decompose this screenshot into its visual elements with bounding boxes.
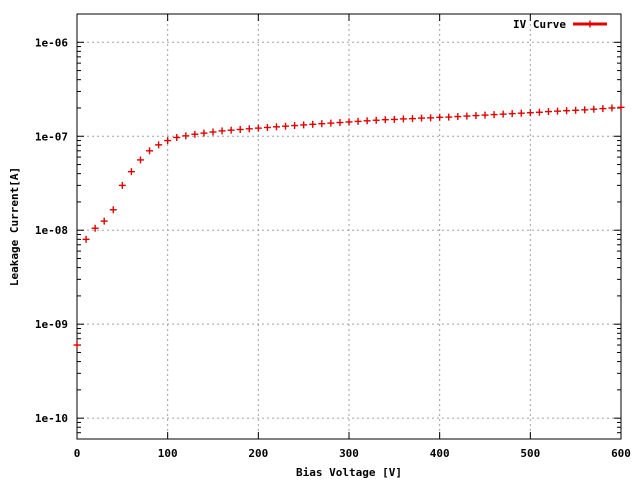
x-tick-labels: 0 100 200 300 400 500 600 xyxy=(74,447,631,460)
data-point xyxy=(563,107,571,115)
data-point xyxy=(73,341,81,349)
y-axis-title: Leakage Current[A] xyxy=(8,167,21,286)
data-point xyxy=(526,109,534,117)
legend: IV Curve xyxy=(513,18,607,31)
data-point xyxy=(345,118,353,126)
data-point xyxy=(336,119,344,127)
data-point xyxy=(599,105,607,113)
data-point xyxy=(263,123,271,131)
x-tick-label: 600 xyxy=(611,447,631,460)
data-point xyxy=(508,110,516,118)
x-tick-label: 200 xyxy=(248,447,268,460)
x-axis-title: Bias Voltage [V] xyxy=(296,466,402,479)
x-tick-label: 0 xyxy=(74,447,81,460)
data-point xyxy=(272,123,280,131)
data-point xyxy=(227,126,235,134)
data-point xyxy=(236,125,244,133)
data-point xyxy=(608,104,616,112)
data-point xyxy=(182,132,190,140)
data-point xyxy=(245,125,253,133)
data-point xyxy=(91,224,99,232)
data-point xyxy=(418,114,426,122)
data-point xyxy=(499,110,507,118)
data-point xyxy=(372,116,380,124)
data-point xyxy=(118,181,126,189)
data-point xyxy=(218,127,226,135)
data-point xyxy=(363,117,371,125)
data-point xyxy=(554,107,562,115)
data-point xyxy=(408,115,416,123)
grid-lines xyxy=(77,14,621,439)
data-point xyxy=(282,122,290,130)
y-tick-labels: 1e-10 1e-09 1e-08 1e-07 1e-06 xyxy=(35,36,68,425)
data-point xyxy=(390,115,398,123)
data-point xyxy=(481,111,489,119)
data-point xyxy=(590,105,598,113)
y-tick-label: 1e-09 xyxy=(35,318,68,331)
data-point xyxy=(309,120,317,128)
x-tick-label: 500 xyxy=(520,447,540,460)
y-tick-label: 1e-06 xyxy=(35,36,68,49)
data-point xyxy=(173,133,181,141)
data-point xyxy=(164,137,172,145)
y-tick-label: 1e-08 xyxy=(35,224,68,237)
data-point xyxy=(427,114,435,122)
data-points xyxy=(73,103,625,349)
data-point xyxy=(318,120,326,128)
data-point xyxy=(200,129,208,137)
y-tick-label: 1e-10 xyxy=(35,412,68,425)
data-point xyxy=(127,168,135,176)
data-point xyxy=(300,121,308,129)
data-point xyxy=(191,130,199,138)
legend-marker xyxy=(586,20,594,28)
data-point xyxy=(572,106,580,114)
data-point xyxy=(436,113,444,121)
data-point xyxy=(463,112,471,120)
y-tick-label: 1e-07 xyxy=(35,130,68,143)
data-point xyxy=(146,147,154,155)
legend-label: IV Curve xyxy=(513,18,566,31)
data-point xyxy=(136,156,144,164)
data-point xyxy=(155,141,163,149)
data-point xyxy=(544,108,552,116)
data-point xyxy=(354,117,362,125)
x-tick-label: 100 xyxy=(158,447,178,460)
data-point xyxy=(472,112,480,120)
x-tick-label: 400 xyxy=(430,447,450,460)
data-point xyxy=(109,206,117,214)
data-point xyxy=(254,124,262,132)
data-point xyxy=(454,113,462,121)
data-point xyxy=(490,111,498,119)
data-point xyxy=(291,122,299,130)
data-point xyxy=(209,128,217,136)
data-point xyxy=(581,106,589,114)
data-point xyxy=(535,108,543,116)
x-tick-label: 300 xyxy=(339,447,359,460)
data-point xyxy=(517,109,525,117)
data-point xyxy=(82,235,90,243)
data-point xyxy=(617,103,625,111)
data-point xyxy=(381,116,389,124)
data-point xyxy=(399,115,407,123)
plot-frame xyxy=(76,13,622,440)
data-point xyxy=(445,113,453,121)
data-point xyxy=(327,119,335,127)
data-point xyxy=(100,217,108,225)
